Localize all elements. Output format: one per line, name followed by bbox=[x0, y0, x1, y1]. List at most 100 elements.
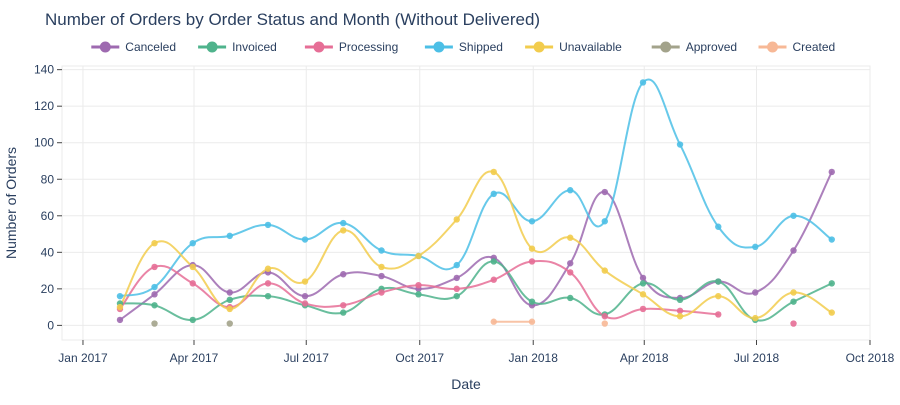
data-point-created-2017-12-31 bbox=[528, 318, 536, 325]
legend-item-invoiced[interactable]: Invoiced bbox=[198, 40, 277, 54]
data-point-canceled-2018-03-31 bbox=[639, 274, 647, 282]
data-point-invoiced-2018-07-31 bbox=[790, 298, 797, 305]
legend-label-created: Created bbox=[793, 40, 836, 54]
x-tick-label-apr-2017: Apr 2017 bbox=[170, 351, 219, 365]
data-point-shipped-2018-08-31 bbox=[828, 236, 835, 243]
data-point-processing-2017-09-30 bbox=[415, 282, 422, 289]
legend: Canceled Invoiced Processing Shipped Unavail… bbox=[91, 40, 835, 54]
data-point-unavailable-2017-02-28 bbox=[151, 239, 158, 247]
data-point-canceled-2017-10-31 bbox=[453, 274, 460, 282]
data-point-processing-2017-03-31 bbox=[189, 280, 196, 287]
data-point-unavailable-2017-05-31 bbox=[264, 265, 272, 272]
data-point-invoiced-2017-04-30 bbox=[226, 296, 233, 304]
legend-item-processing[interactable]: Processing bbox=[304, 40, 398, 54]
data-point-processing-2017-05-31 bbox=[264, 280, 272, 287]
legend-swatch-marker-shipped bbox=[433, 41, 445, 53]
data-point-invoiced-2018-04-30 bbox=[676, 296, 684, 304]
data-point-canceled-2018-06-30 bbox=[752, 289, 759, 296]
x-tick-label-oct-2017: Oct 2017 bbox=[395, 351, 444, 365]
y-axis-ticks: 0 20 40 60 80 100 120 140 bbox=[34, 63, 62, 332]
plot-border bbox=[61, 65, 871, 341]
data-point-shipped-2017-06-30 bbox=[301, 236, 309, 243]
data-point-shipped-2017-12-31 bbox=[528, 218, 536, 225]
data-point-shipped-2017-05-31 bbox=[264, 221, 272, 229]
x-tick-label-apr-2018: Apr 2018 bbox=[620, 351, 669, 365]
legend-item-created[interactable]: Created bbox=[758, 40, 836, 54]
legend-label-processing: Processing bbox=[339, 40, 398, 54]
data-point-unavailable-2017-07-31 bbox=[340, 227, 347, 234]
data-point-invoiced-2017-07-31 bbox=[340, 309, 347, 316]
data-point-processing-2018-03-31 bbox=[639, 305, 647, 313]
data-point-shipped-2017-11-30 bbox=[490, 190, 497, 198]
x-axis-ticks: Jan 2017 Apr 2017 Jul 2017 Oct 2017 Jan 2018… bbox=[58, 340, 895, 365]
legend-swatch-marker-created bbox=[767, 41, 778, 53]
data-point-processing-2017-07-31 bbox=[340, 302, 347, 309]
data-point-canceled-2017-07-31 bbox=[340, 271, 347, 278]
data-point-approved-2017-02-28 bbox=[151, 320, 158, 327]
data-point-processing-2017-06-30 bbox=[301, 300, 309, 307]
data-point-canceled-2018-01-31 bbox=[567, 260, 574, 267]
data-point-unavailable-2017-11-30 bbox=[490, 168, 497, 176]
data-point-invoiced-2017-02-28 bbox=[151, 302, 158, 309]
data-point-processing-2017-11-30 bbox=[490, 276, 497, 283]
data-point-processing-2018-02-28 bbox=[601, 313, 608, 320]
data-point-invoiced-2018-03-31 bbox=[639, 280, 647, 287]
data-point-unavailable-2017-03-31 bbox=[189, 263, 196, 271]
data-point-processing-2018-01-31 bbox=[567, 269, 574, 276]
legend-swatch-marker-canceled bbox=[99, 41, 111, 53]
series-line-invoiced bbox=[118, 260, 833, 322]
legend-item-unavailable[interactable]: Unavailable bbox=[525, 40, 622, 54]
data-point-unavailable-2017-04-30 bbox=[226, 305, 233, 313]
data-point-processing-2018-05-31 bbox=[715, 311, 722, 318]
data-point-created-2018-02-28 bbox=[601, 320, 608, 327]
data-point-processing-2018-07-31 bbox=[790, 320, 797, 327]
data-point-invoiced-2017-09-30 bbox=[415, 291, 422, 298]
data-point-shipped-2018-07-31 bbox=[790, 212, 797, 219]
data-point-shipped-2018-02-28 bbox=[601, 218, 608, 225]
y-tick-label-80: 80 bbox=[41, 172, 55, 186]
data-point-approved-2017-04-30 bbox=[226, 320, 233, 327]
data-point-unavailable-2018-06-30 bbox=[752, 314, 759, 322]
legend-swatch-marker-processing bbox=[313, 41, 325, 53]
x-axis-title: Date bbox=[451, 376, 481, 392]
legend-item-shipped[interactable]: Shipped bbox=[424, 40, 503, 54]
data-point-invoiced-2017-03-31 bbox=[189, 316, 196, 324]
data-point-invoiced-2017-11-30 bbox=[490, 258, 497, 265]
data-point-shipped-2018-03-31 bbox=[639, 79, 647, 86]
legend-swatch-marker-approved bbox=[660, 41, 672, 53]
y-axis-title: Number of Orders bbox=[3, 147, 19, 259]
legend-swatch-marker-invoiced bbox=[206, 41, 218, 53]
data-point-processing-2017-10-31 bbox=[453, 285, 460, 293]
data-point-shipped-2017-01-31 bbox=[116, 292, 124, 300]
y-tick-label-140: 140 bbox=[34, 63, 54, 77]
legend-item-canceled[interactable]: Canceled bbox=[91, 40, 176, 54]
y-tick-label-60: 60 bbox=[41, 209, 55, 223]
data-point-created-2017-11-30 bbox=[490, 318, 497, 325]
legend-swatch-marker-unavailable bbox=[533, 41, 545, 53]
data-point-shipped-2018-04-30 bbox=[676, 141, 684, 148]
data-point-unavailable-2018-07-31 bbox=[790, 289, 797, 296]
y-tick-label-40: 40 bbox=[41, 245, 55, 259]
data-point-shipped-2017-10-31 bbox=[453, 261, 460, 269]
data-point-shipped-2017-07-31 bbox=[340, 219, 347, 227]
data-point-invoiced-2017-10-31 bbox=[453, 292, 460, 300]
data-point-shipped-2018-06-30 bbox=[752, 243, 759, 251]
data-point-unavailable-2017-10-31 bbox=[453, 216, 460, 223]
data-point-invoiced-2017-12-31 bbox=[528, 298, 536, 305]
x-tick-label-jan-2018: Jan 2018 bbox=[509, 351, 559, 365]
x-tick-label-jan-2017: Jan 2017 bbox=[58, 351, 108, 365]
y-tick-label-100: 100 bbox=[34, 136, 54, 150]
data-point-canceled-2018-02-28 bbox=[601, 188, 608, 196]
legend-item-approved[interactable]: Approved bbox=[651, 40, 737, 54]
legend-label-shipped: Shipped bbox=[459, 40, 503, 54]
data-point-unavailable-2017-06-30 bbox=[301, 278, 309, 285]
legend-label-approved: Approved bbox=[686, 40, 737, 54]
data-point-unavailable-2018-04-30 bbox=[676, 313, 684, 320]
data-point-shipped-2017-04-30 bbox=[226, 232, 233, 240]
data-point-processing-2017-12-31 bbox=[528, 258, 536, 265]
data-point-unavailable-2017-01-31 bbox=[116, 303, 124, 311]
data-point-processing-2017-02-28 bbox=[151, 263, 158, 271]
data-point-unavailable-2017-09-30 bbox=[415, 252, 422, 260]
